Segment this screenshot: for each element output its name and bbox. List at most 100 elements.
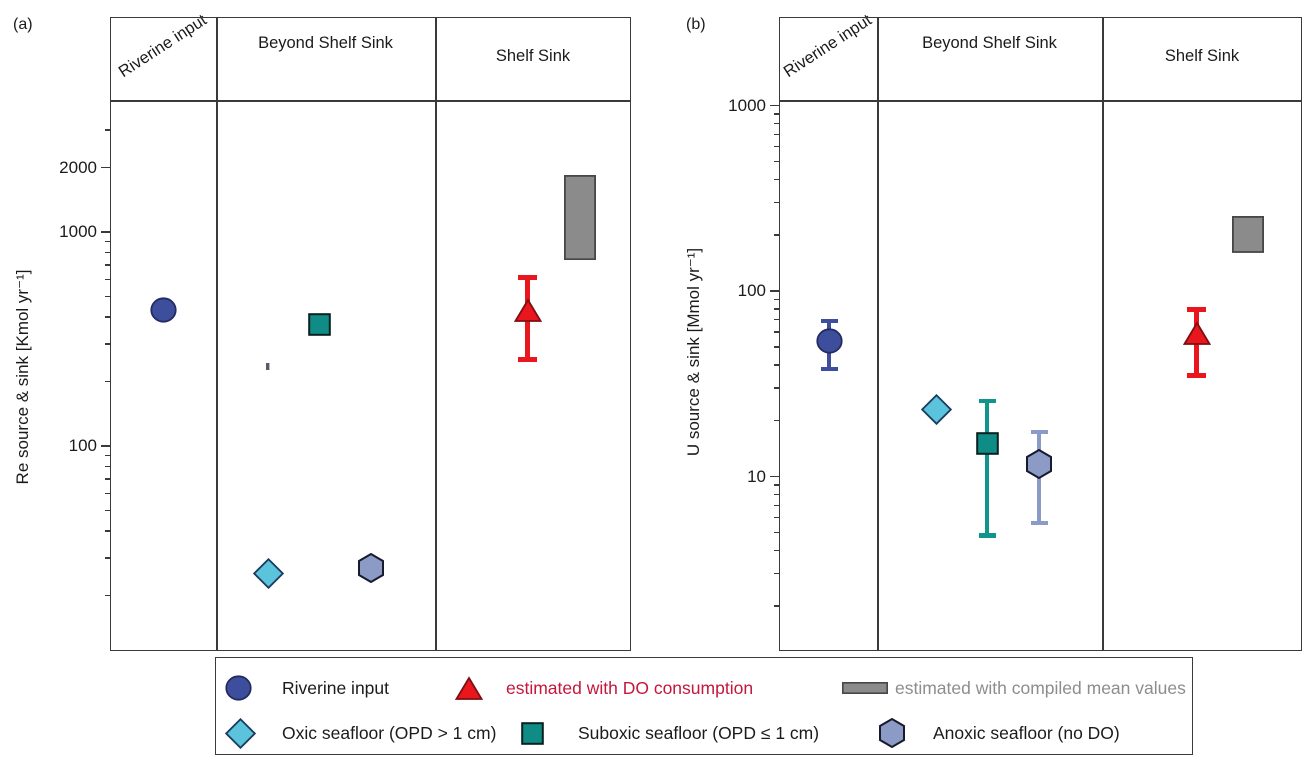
y-minor-tick-b	[774, 234, 779, 236]
marker-oxic-seafloor-a	[252, 557, 284, 589]
column-divider-b-2	[1102, 17, 1104, 651]
marker-riverine-input-b	[815, 328, 843, 354]
errorbar-cap-top-do-consumption-estimate-a	[518, 275, 537, 281]
column-divider-a-1	[216, 17, 218, 651]
y-minor-tick-a	[105, 278, 110, 281]
errorbar-cap-top-anoxic-seafloor-b	[1030, 429, 1048, 435]
y-minor-tick-b	[774, 145, 779, 148]
y-minor-tick-b	[774, 484, 779, 486]
y-minor-tick-a	[105, 466, 110, 468]
y-minor-tick-b	[774, 549, 779, 551]
marker-riverine-input-a	[150, 297, 177, 324]
header-divider-b	[779, 100, 1302, 102]
legend	[215, 657, 1193, 755]
plot-frame-b	[779, 17, 1302, 651]
y-minor-tick-b	[774, 364, 779, 366]
y-minor-tick-a	[105, 530, 110, 532]
y-minor-tick-a	[105, 557, 110, 559]
y-tick-label-10-b: 10	[747, 466, 766, 486]
y-minor-tick-b	[774, 133, 779, 135]
legend-marker-anoxic	[879, 718, 905, 748]
panel-b-y-axis-title: U source & sink [Mmol yr⁻¹]	[684, 247, 703, 457]
errorbar-cap-top-do-consumption-estimate-b	[1187, 307, 1206, 313]
legend-marker-do_est	[455, 675, 483, 701]
panel-b-header-shelf-sink: Shelf Sink	[1164, 47, 1240, 65]
y-major-tick-2000-a	[101, 166, 110, 169]
y-minor-tick-a	[105, 343, 110, 345]
y-major-tick-100-a	[101, 445, 110, 447]
y-minor-tick-a	[105, 129, 110, 131]
legend-label-oxic: Oxic seafloor (OPD > 1 cm)	[282, 723, 497, 743]
y-minor-tick-b	[774, 319, 779, 321]
y-major-tick-100-b	[770, 290, 779, 292]
marker-do-consumption-estimate-a	[513, 298, 542, 323]
marker-do-consumption-estimate-b	[1182, 321, 1211, 346]
y-minor-tick-a	[105, 478, 110, 480]
plot-frame-a	[110, 17, 631, 651]
y-minor-tick-a	[105, 252, 110, 254]
panel-b-label: (b)	[686, 16, 706, 33]
y-minor-tick-a	[105, 241, 110, 243]
marker-anoxic-seafloor-a	[358, 552, 384, 583]
marker-compiled-mean-estimate-a	[564, 174, 596, 260]
y-minor-tick-b	[774, 160, 779, 163]
y-minor-tick-b	[774, 298, 779, 301]
y-minor-tick-b	[774, 572, 779, 575]
y-minor-tick-a	[105, 380, 110, 383]
errorbar-cap-bottom-riverine-input-b	[820, 366, 838, 372]
legend-label-riverine: Riverine input	[282, 678, 389, 698]
errorbar-cap-bottom-suboxic-seafloor-b	[978, 533, 996, 538]
y-minor-tick-b	[774, 504, 779, 506]
marker-suboxic-seafloor-a	[307, 313, 331, 336]
y-minor-tick-b	[774, 531, 779, 534]
y-minor-tick-a	[105, 455, 110, 457]
y-tick-label-1000-a: 1000	[59, 222, 97, 241]
panel-a-header-shelf-sink: Shelf Sink	[495, 47, 571, 65]
legend-marker-oxic	[224, 717, 256, 749]
y-minor-tick-b	[774, 201, 779, 204]
y-tick-label-1000-b: 1000	[728, 95, 766, 115]
errorbar-cap-top-riverine-input-b	[820, 318, 838, 324]
y-minor-tick-a	[105, 594, 110, 597]
y-minor-tick-a	[105, 295, 110, 298]
y-minor-tick-b	[774, 605, 779, 607]
header-divider-a	[110, 100, 631, 102]
y-major-tick-1000-b	[770, 104, 779, 107]
errorbar-cap-bottom-do-consumption-estimate-a	[518, 356, 537, 362]
errorbar-cap-bottom-anoxic-seafloor-b	[1030, 520, 1048, 526]
legend-marker-riverine	[224, 675, 252, 701]
marker-suboxic-seafloor-b	[975, 432, 999, 456]
y-tick-label-2000-a: 2000	[59, 157, 97, 177]
y-minor-tick-b	[774, 387, 779, 389]
marker-oxic-seafloor-b	[920, 393, 952, 425]
legend-label-suboxic: Suboxic seafloor (OPD ≤ 1 cm)	[578, 723, 820, 743]
marker-stray-mark-a	[266, 363, 270, 371]
errorbar-cap-top-suboxic-seafloor-b	[978, 398, 996, 404]
y-minor-tick-b	[774, 122, 779, 125]
column-divider-b-1	[877, 17, 879, 651]
legend-label-do_est: estimated with DO consumption	[506, 678, 754, 698]
y-minor-tick-a	[105, 316, 110, 318]
errorbar-cap-bottom-do-consumption-estimate-b	[1187, 373, 1206, 379]
y-minor-tick-b	[774, 331, 779, 333]
panel-a-header-beyond-shelf-sink: Beyond Shelf Sink	[258, 34, 393, 52]
legend-marker-compiled	[841, 682, 888, 694]
y-minor-tick-b	[774, 178, 779, 180]
y-minor-tick-b	[774, 346, 779, 348]
legend-label-anoxic: Anoxic seafloor (no DO)	[933, 723, 1120, 743]
y-major-tick-1000-a	[101, 231, 110, 233]
column-divider-a-2	[435, 17, 437, 651]
y-major-tick-10-b	[770, 475, 779, 478]
marker-compiled-mean-estimate-b	[1231, 216, 1264, 254]
y-minor-tick-b	[774, 113, 779, 115]
errorbar-suboxic-seafloor-b	[984, 401, 990, 536]
y-minor-tick-a	[105, 264, 110, 266]
panel-a-label: (a)	[13, 16, 33, 33]
y-minor-tick-b	[774, 516, 779, 519]
y-minor-tick-a	[105, 509, 110, 512]
y-tick-label-100-a: 100	[68, 436, 97, 455]
y-minor-tick-b	[774, 493, 779, 496]
panel-b-header-beyond-shelf-sink: Beyond Shelf Sink	[922, 34, 1057, 52]
legend-marker-suboxic	[520, 721, 544, 745]
